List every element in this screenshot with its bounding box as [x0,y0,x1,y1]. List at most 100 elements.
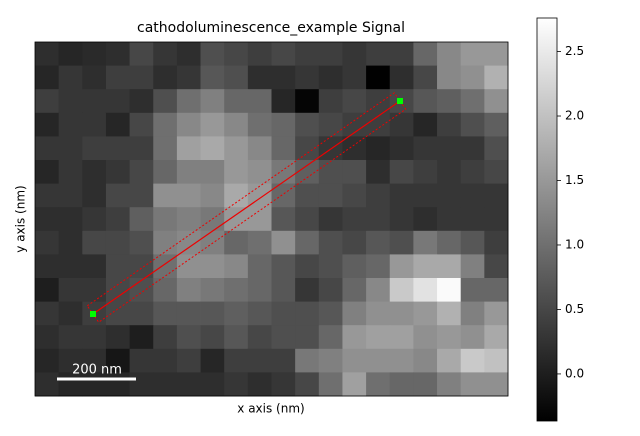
heatmap-cell [318,112,343,137]
heatmap-cell [413,372,438,397]
heatmap-cell [58,183,83,208]
heatmap-cell [318,89,343,114]
heatmap-cell [318,254,343,279]
heatmap-cell [413,230,438,255]
roi-handle[interactable] [90,311,96,317]
heatmap-cell [484,230,509,255]
heatmap-cell [176,65,201,90]
heatmap-cell [342,325,367,350]
heatmap-cell [58,89,83,114]
heatmap-cell [389,136,414,161]
heatmap-cell [460,89,485,114]
heatmap-cell [437,207,462,232]
roi-handle[interactable] [397,98,403,104]
heatmap-cell [484,112,509,137]
heatmap-cell [35,254,60,279]
heatmap-cell [247,136,272,161]
heatmap-cell [295,301,320,326]
heatmap-cell [413,183,438,208]
heatmap-cell [129,230,154,255]
heatmap-cell [82,183,107,208]
heatmap-cell [484,348,509,373]
heatmap-cell [295,183,320,208]
heatmap-cell [35,160,60,184]
heatmap-cell [437,301,462,326]
heatmap-cell [389,230,414,255]
heatmap-cell [318,207,343,232]
heatmap-cell [129,183,154,208]
heatmap-cell [200,136,225,161]
heatmap-cell [176,325,201,350]
heatmap-cell [224,112,249,137]
heatmap-cell [58,112,83,137]
heatmap-cell [82,254,107,279]
heatmap-cell [153,160,178,184]
heatmap-cell [224,278,249,302]
heatmap-cell [271,325,296,350]
heatmap-cell [460,348,485,373]
heatmap-cell [389,42,414,66]
heatmap-cell [366,42,391,66]
heatmap-cell [200,372,225,397]
heatmap-cell [105,254,130,279]
heatmap-cell [437,42,462,66]
heatmap-cell [105,89,130,114]
heatmap-cell [35,112,60,137]
heatmap-cell [342,89,367,114]
heatmap-cell [58,136,83,161]
heatmap-cell [366,325,391,350]
heatmap-cell [271,348,296,373]
heatmap-cell [200,183,225,208]
heatmap-cell [35,89,60,114]
heatmap-cell [153,112,178,137]
colorbar-axis: 0.0 0.5 1.0 1.5 2.0 2.5 [557,44,584,380]
heatmap-cell [437,278,462,302]
heatmap-cell [437,136,462,161]
heatmap-cell [224,42,249,66]
heatmap-cell [484,65,509,90]
heatmap-cell [200,160,225,184]
heatmap-cell [437,89,462,114]
heatmap-cell [200,112,225,137]
colorbar-tick-label: 0.0 [565,366,584,380]
heatmap-cell [58,65,83,90]
heatmap-cell [318,160,343,184]
heatmap-cell [460,230,485,255]
heatmap-cell [247,301,272,326]
heatmap-cell [247,65,272,90]
heatmap-cell [484,136,509,161]
heatmap-cell [295,65,320,90]
heatmap-cell [342,207,367,232]
heatmap-cell [342,183,367,208]
heatmap-cell [389,278,414,302]
heatmap-cell [437,230,462,255]
heatmap-cell [366,230,391,255]
heatmap-cell [105,183,130,208]
heatmap-cell [200,301,225,326]
heatmap-cell [200,42,225,66]
heatmap-cell [247,254,272,279]
heatmap-cell [247,207,272,232]
heatmap-cell [35,301,60,326]
heatmap-cell [58,325,83,350]
y-axis-label: y axis (nm) [14,185,28,252]
heatmap-cell [58,160,83,184]
heatmap-cell [58,278,83,302]
heatmap-cell [176,278,201,302]
heatmap-cell [58,372,83,397]
heatmap-cell [176,42,201,66]
heatmap-cell [176,160,201,184]
heatmap-cell [295,42,320,66]
heatmap-cell [105,42,130,66]
heatmap-cell [460,278,485,302]
heatmap-cell [129,372,154,397]
heatmap-cell [318,183,343,208]
heatmap-cell [413,112,438,137]
heatmap-cell [105,325,130,350]
heatmap-cell [129,207,154,232]
heatmap-cell [437,254,462,279]
heatmap-cell [484,42,509,66]
heatmap-cell [366,301,391,326]
heatmap-cell [484,89,509,114]
heatmap-cell [58,348,83,373]
